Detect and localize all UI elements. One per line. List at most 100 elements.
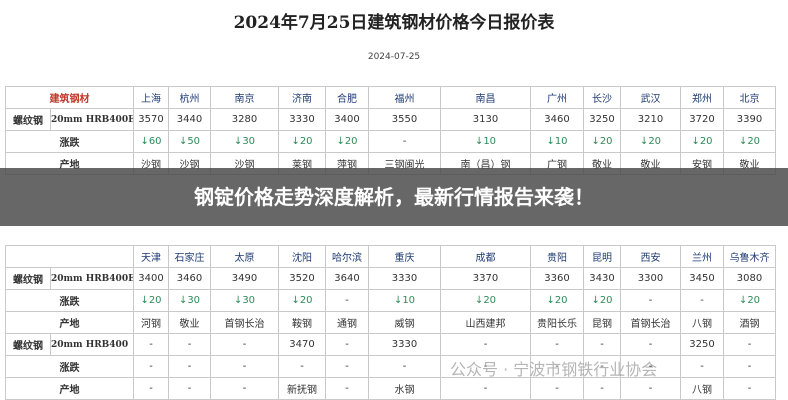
row-spec: 20mm HRB400 [50,333,134,356]
value-cell: ↓20 [723,289,776,312]
corner-cell [5,245,134,268]
value-cell: 3720 [680,108,724,131]
value-cell: 3460 [530,108,584,131]
value-cell: ↓20 [440,289,531,312]
value-cell: 3450 [680,267,724,290]
value-cell: - [210,355,279,378]
value-cell: ↓20 [325,130,369,153]
value-cell: - [368,355,441,378]
value-cell: - [620,333,681,356]
row-spec: 20mm HRB400E [50,267,134,290]
data-row: 螺纹钢 20mm HRB400E 3570 3440 3280 3330 3400 3550 3… [5,108,776,131]
value-cell: 3250 [680,333,724,356]
value-cell: 新抚钢 [278,377,326,400]
value-cell: - [440,377,531,400]
value-cell: 通钢 [325,311,369,334]
city-cell: 昆明 [583,245,621,268]
value-cell: ↓10 [530,130,584,153]
watermark: 公众号 · 宁波市钢铁行业协会 [450,360,658,379]
title: 2024年7月25日建筑钢材价格今日报价表 [233,13,555,33]
value-cell: - [723,333,776,356]
value-cell: ↓30 [210,130,279,153]
city-cell: 太原 [210,245,279,268]
value-cell: - [133,377,169,400]
row-label: 螺纹钢 [5,267,51,290]
value-cell: 八钢 [680,377,724,400]
value-cell: 首钢长治 [620,311,681,334]
value-cell: - [440,333,531,356]
row-label: 涨跌 [5,289,134,312]
value-cell: ↓20 [620,130,681,153]
value-cell: 3520 [278,267,326,290]
value-cell: ↓20 [530,289,584,312]
value-cell: - [325,289,369,312]
city-cell: 南昌 [440,86,531,109]
value-cell: - [210,377,279,400]
value-cell: - [210,333,279,356]
value-cell: 昆钢 [583,311,621,334]
value-cell: 威钢 [368,311,441,334]
value-cell: 贵阳长乐 [530,311,584,334]
value-cell: 3430 [583,267,621,290]
value-cell: ↓20 [278,289,326,312]
data-row: 螺纹钢 20mm HRB400E 3400 3460 3490 3520 3640 3330 3… [5,267,776,290]
value-cell: ↓20 [680,130,724,153]
city-cell: 重庆 [368,245,441,268]
row-label: 涨跌 [5,355,134,378]
value-cell: - [168,377,211,400]
value-cell: - [530,377,584,400]
value-cell: - [168,355,211,378]
value-cell: 3250 [583,108,621,131]
row-label: 涨跌 [5,130,134,153]
city-cell: 乌鲁木齐 [723,245,776,268]
value-cell: 3300 [620,267,681,290]
city-cell: 石家庄 [168,245,211,268]
row-label: 螺纹钢 [5,108,51,131]
value-cell: 3330 [368,267,441,290]
value-cell: 3360 [530,267,584,290]
value-cell: 河钢 [133,311,169,334]
value-cell: - [325,377,369,400]
value-cell: 鞍钢 [278,311,326,334]
value-cell: - [168,333,211,356]
value-cell: 3490 [210,267,279,290]
value-cell: 3400 [325,108,369,131]
date: 2024-07-25 [367,52,421,62]
value-cell: - [680,355,724,378]
value-cell: 水钢 [368,377,441,400]
header-row: 天津 石家庄 太原 沈阳 哈尔滨 重庆 成都 贵阳 昆明 西安 兰州 乌鲁木齐 [5,245,776,268]
row-label: 产地 [5,311,134,334]
value-cell: 山西建邦 [440,311,531,334]
city-cell: 成都 [440,245,531,268]
value-cell: 3440 [168,108,211,131]
value-cell: 首钢长治 [210,311,279,334]
row-label: 产地 [5,377,134,400]
value-cell: 3460 [168,267,211,290]
city-cell: 沈阳 [278,245,326,268]
banner[interactable]: 钢锭价格走势深度解析，最新行情报告来袭！ [0,168,788,226]
value-cell: ↓10 [440,130,531,153]
value-cell: 3080 [723,267,776,290]
value-cell: 3390 [723,108,776,131]
value-cell: 3330 [278,108,326,131]
value-cell: ↓30 [168,289,211,312]
value-cell: 3400 [133,267,169,290]
city-cell: 武汉 [620,86,681,109]
value-cell: ↓20 [583,289,621,312]
city-cell: 上海 [133,86,169,109]
city-cell: 福州 [368,86,441,109]
value-cell: - [680,289,724,312]
city-cell: 兰州 [680,245,724,268]
value-cell: 3640 [325,267,369,290]
value-cell: - [133,333,169,356]
data-row: 产地 河钢 敬业 首钢长治 鞍钢 通钢 威钢 山西建邦 贵阳长乐 昆钢 首钢长治 八钢 酒钢 [5,311,776,334]
value-cell: - [530,333,584,356]
data-row: 产地 - - - 新抚钢 - 水钢 - - - - 八钢 - [5,377,776,400]
value-cell: 3130 [440,108,531,131]
value-cell: ↓60 [133,130,169,153]
city-cell: 合肥 [325,86,369,109]
city-cell: 贵阳 [530,245,584,268]
data-row: 涨跌 ↓20 ↓30 ↓30 ↓20- ↓10 ↓20 ↓20 ↓20- - ↓20 [5,289,776,312]
value-cell: 3210 [620,108,681,131]
